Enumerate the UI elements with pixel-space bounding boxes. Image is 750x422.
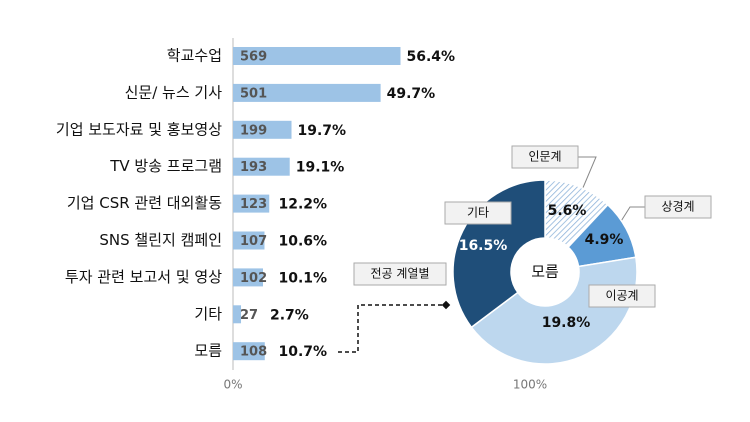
count-label: 123 [240,197,267,212]
bar [233,157,290,176]
category-label: 기타 [467,206,489,220]
bar [233,342,265,361]
value-label: 19.1% [296,160,345,176]
category-label: 학교수업 [167,47,222,65]
category-box [644,195,712,219]
leader-line [617,206,650,227]
x-tick-label: 0% [223,378,242,392]
value-label: 56.4% [407,49,456,65]
category-label: 투자 관련 보고서 및 영상 [65,268,222,286]
bar [233,120,292,139]
count-label: 199 [240,123,267,138]
center-label: 모름 [531,263,559,281]
category-label: 기타 [194,305,222,323]
donut-slice [470,256,638,365]
category-label: TV 방송 프로그램 [109,157,222,175]
count-label: 108 [240,345,267,360]
bar [233,194,270,213]
connector [338,304,446,353]
bar [233,231,265,250]
value-label: 49.7% [387,86,436,102]
count-label: 193 [240,160,267,175]
category-label: 인문계 [528,150,561,164]
x-tick-label: 100% [513,378,547,392]
bar [233,83,381,102]
category-label: 이공계 [605,289,638,303]
slice-value-label: 4.9% [585,232,624,248]
value-label: 10.7% [279,344,328,360]
value-label: 10.1% [279,270,328,286]
category-box [588,284,656,308]
value-label: 2.7% [270,307,309,323]
count-label: 107 [240,234,267,249]
bar [233,305,242,324]
count-label: 501 [240,86,267,101]
category-label: 기업 보도자료 및 홍보영상 [56,120,222,138]
category-label: 모름 [194,342,222,360]
category-box [444,201,512,225]
count-label: 569 [240,50,267,65]
category-box [511,145,579,169]
connector-end [441,300,451,310]
category-label: 신문/ 뉴스 기사 [125,83,223,101]
value-label: 19.7% [298,123,347,139]
slice-value-label: 5.6% [548,203,587,219]
annotation: 전공 계열별 [370,267,429,281]
category-label: 기업 CSR 관련 대외활동 [67,194,222,212]
count-label: 102 [240,271,267,286]
slice-value-label: 16.5% [459,238,508,254]
leader-line [578,156,597,191]
slice-value-label: 19.8% [542,315,591,331]
bar [233,47,401,65]
value-label: 12.2% [279,197,328,213]
annotation-box [353,262,447,286]
value-label: 10.6% [279,234,328,250]
bar [233,268,263,287]
category-label: 상경계 [661,200,694,214]
category-label: SNS 챌린지 캠페인 [99,231,222,249]
count-label: 27 [240,308,258,323]
